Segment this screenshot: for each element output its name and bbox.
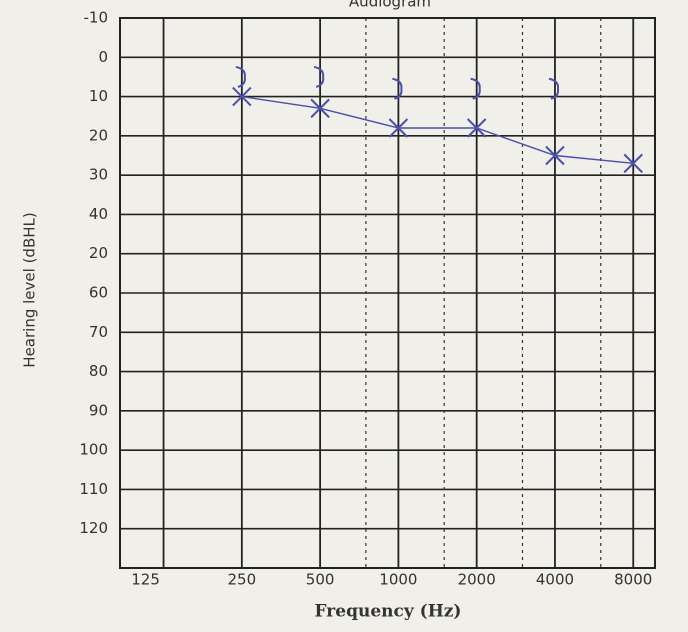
y-tick-label: 0 <box>98 48 108 66</box>
y-tick-label: 90 <box>89 401 108 419</box>
y-tick-label: 60 <box>89 284 108 302</box>
x-marker <box>388 118 409 138</box>
x-tick-label: 8000 <box>614 571 652 589</box>
bracket-marker <box>392 77 403 100</box>
y-tick-label: 110 <box>79 480 108 498</box>
bracket-marker <box>470 77 481 100</box>
x-tick-label: 4000 <box>536 571 574 589</box>
x-marker <box>545 145 565 166</box>
y-tick-label: 100 <box>79 441 108 459</box>
bracket-marker <box>235 65 246 88</box>
chart-title: Audiogram <box>349 0 431 11</box>
x-marker <box>466 118 487 138</box>
series-line <box>241 95 634 165</box>
bracket-marker <box>313 65 325 88</box>
x-tick-label: 500 <box>306 571 335 589</box>
x-axis-label: Frequency (Hz) <box>315 602 462 622</box>
y-tick-label: -10 <box>84 9 109 27</box>
x-tick-label: 250 <box>228 571 257 589</box>
x-marker <box>623 153 643 174</box>
y-tick-label: 40 <box>89 205 108 223</box>
y-tick-label: 30 <box>89 166 108 184</box>
y-axis-label: Hearing level (dBHL) <box>21 212 39 367</box>
x-tick-label: 125 <box>131 571 160 589</box>
x-tick-label: 2000 <box>458 571 496 589</box>
bracket-marker <box>548 77 560 100</box>
y-tick-label: 70 <box>89 323 108 341</box>
x-marker <box>310 98 330 119</box>
y-tick-label: 80 <box>89 362 108 380</box>
x-marker <box>232 86 252 107</box>
x-tick-label: 1000 <box>379 571 417 589</box>
y-tick-label: 10 <box>89 87 108 105</box>
y-tick-label: 20 <box>89 126 108 144</box>
y-tick-label: 20 <box>89 244 108 262</box>
y-tick-label: 120 <box>79 519 108 537</box>
